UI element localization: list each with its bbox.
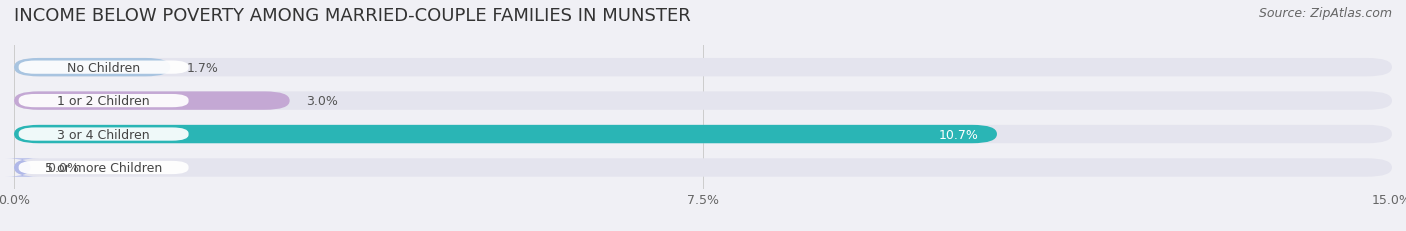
- Text: 3.0%: 3.0%: [307, 95, 337, 108]
- FancyBboxPatch shape: [6, 159, 39, 177]
- FancyBboxPatch shape: [18, 161, 188, 174]
- Text: 1.7%: 1.7%: [187, 61, 218, 74]
- Text: 10.7%: 10.7%: [939, 128, 979, 141]
- Text: 0.0%: 0.0%: [48, 161, 79, 174]
- FancyBboxPatch shape: [14, 125, 997, 144]
- Text: Source: ZipAtlas.com: Source: ZipAtlas.com: [1258, 7, 1392, 20]
- Text: 3 or 4 Children: 3 or 4 Children: [58, 128, 150, 141]
- FancyBboxPatch shape: [14, 92, 1392, 110]
- FancyBboxPatch shape: [18, 94, 188, 108]
- Text: 5 or more Children: 5 or more Children: [45, 161, 162, 174]
- FancyBboxPatch shape: [14, 59, 170, 77]
- Text: INCOME BELOW POVERTY AMONG MARRIED-COUPLE FAMILIES IN MUNSTER: INCOME BELOW POVERTY AMONG MARRIED-COUPL…: [14, 7, 690, 25]
- FancyBboxPatch shape: [18, 128, 188, 141]
- Text: No Children: No Children: [67, 61, 141, 74]
- FancyBboxPatch shape: [14, 59, 1392, 77]
- FancyBboxPatch shape: [14, 92, 290, 110]
- FancyBboxPatch shape: [18, 61, 188, 74]
- FancyBboxPatch shape: [14, 125, 1392, 144]
- FancyBboxPatch shape: [14, 159, 1392, 177]
- Text: 1 or 2 Children: 1 or 2 Children: [58, 95, 150, 108]
